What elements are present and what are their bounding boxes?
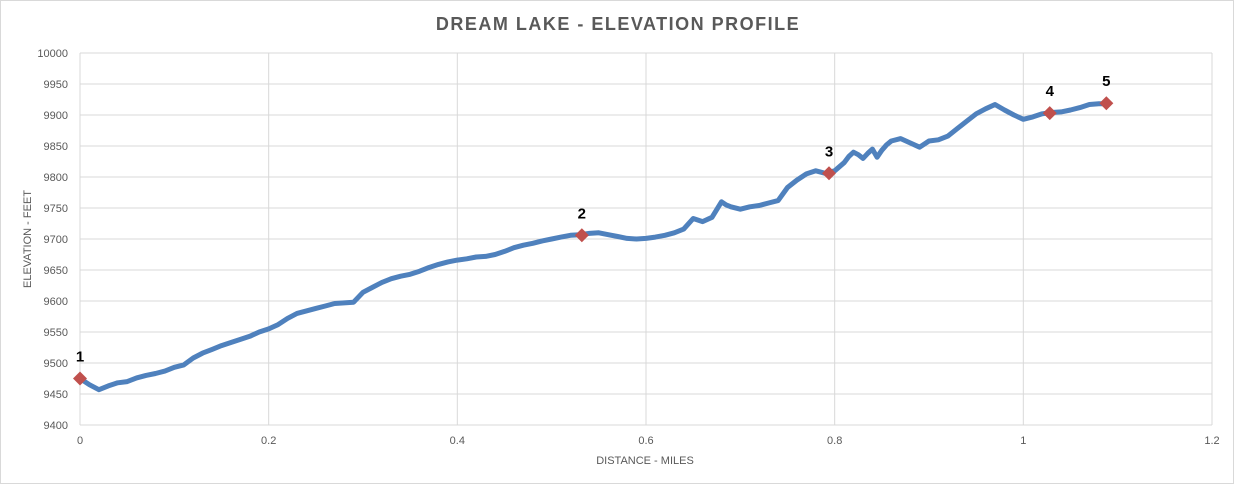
- y-tick-label: 9500: [44, 358, 68, 370]
- y-tick-label: 9700: [44, 234, 68, 246]
- chart-title: DREAM LAKE - ELEVATION PROFILE: [436, 14, 800, 34]
- x-tick-label: 1: [1020, 435, 1026, 447]
- y-tick-label: 9450: [44, 389, 68, 401]
- x-tick-label: 1.2: [1204, 435, 1219, 447]
- waypoint-marker: [574, 228, 589, 243]
- waypoint-label: 4: [1046, 83, 1055, 100]
- waypoint-marker: [822, 166, 837, 181]
- x-tick-label: 0.2: [261, 435, 276, 447]
- markers: 1 2 3 4 5: [73, 73, 1114, 386]
- y-tick-label: 9950: [44, 79, 68, 91]
- waypoint-label: 5: [1102, 73, 1110, 90]
- waypoint-marker: [1042, 106, 1057, 121]
- y-tick-label: 9900: [44, 110, 68, 122]
- y-tick-label: 9650: [44, 265, 68, 277]
- y-tick-label: 10000: [37, 48, 68, 60]
- x-tick-label: 0.8: [827, 435, 842, 447]
- x-tick-label: 0: [77, 435, 83, 447]
- waypoint-label: 2: [578, 205, 586, 222]
- waypoint-marker: [73, 371, 87, 386]
- gridlines: [79, 52, 1213, 426]
- x-axis-label: DISTANCE - MILES: [596, 455, 694, 467]
- y-tick-label: 9850: [44, 141, 68, 153]
- x-tick-label: 0.6: [638, 435, 653, 447]
- y-tick-label: 9800: [44, 172, 68, 184]
- series-layer: [77, 101, 1109, 393]
- y-tick-label: 9750: [44, 203, 68, 215]
- waypoint-label: 3: [825, 143, 833, 160]
- tick-labels: 9400 9450 9500 9550 9600 9650 9700 9750 9800 9850…: [37, 48, 1219, 447]
- y-tick-label: 9400: [44, 420, 68, 432]
- waypoint-marker: [1099, 96, 1114, 111]
- y-tick-label: 9550: [44, 327, 68, 339]
- waypoint-label: 1: [76, 349, 84, 366]
- elevation-line: [77, 101, 1109, 393]
- x-tick-label: 0.4: [450, 435, 465, 447]
- y-tick-label: 9600: [44, 296, 68, 308]
- y-axis-label: ELEVATION - FEET: [22, 190, 34, 288]
